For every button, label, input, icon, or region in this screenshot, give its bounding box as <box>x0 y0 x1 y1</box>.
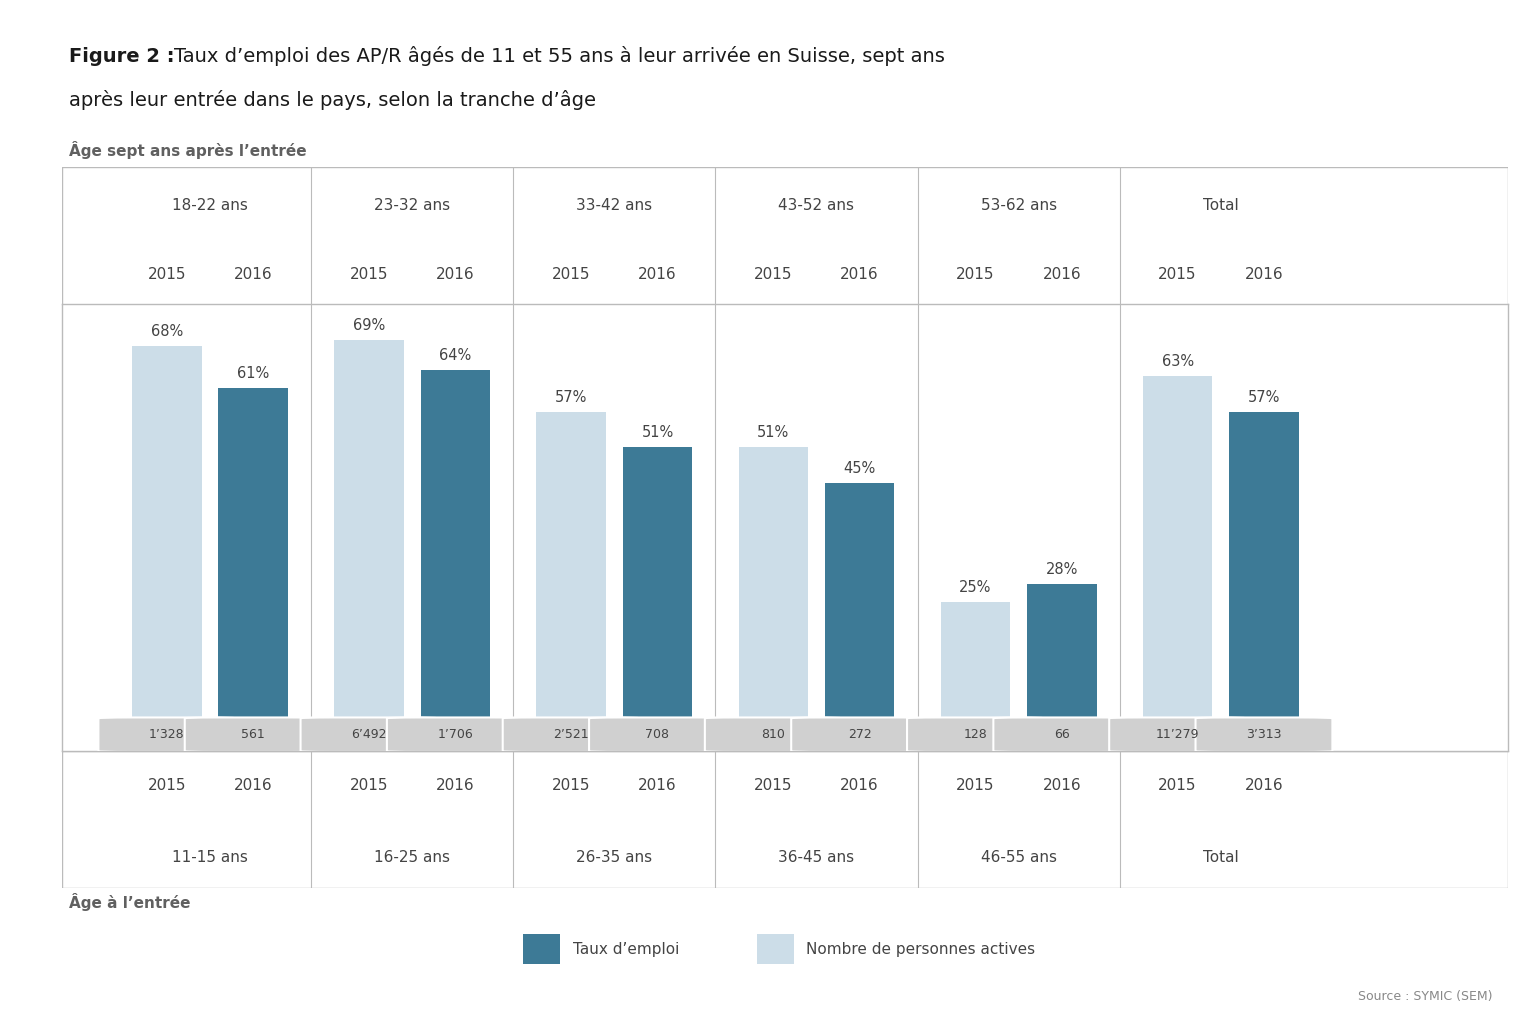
Bar <box>523 934 560 964</box>
Bar <box>1027 585 1097 751</box>
Text: 43-52 ans: 43-52 ans <box>779 198 854 213</box>
Text: 28%: 28% <box>1045 562 1077 578</box>
Text: 25%: 25% <box>959 581 991 595</box>
Text: 6’492: 6’492 <box>351 728 386 741</box>
Text: 2015: 2015 <box>553 777 591 793</box>
Text: 2015: 2015 <box>754 777 793 793</box>
Text: 57%: 57% <box>1248 390 1280 405</box>
Text: 3’313: 3’313 <box>1247 728 1282 741</box>
Text: 11’279: 11’279 <box>1156 728 1199 741</box>
Text: Source : SYMIC (SEM): Source : SYMIC (SEM) <box>1359 990 1493 1003</box>
FancyBboxPatch shape <box>386 718 523 752</box>
Bar <box>757 934 794 964</box>
FancyBboxPatch shape <box>705 718 842 752</box>
Text: 2016: 2016 <box>1042 777 1080 793</box>
Text: Figure 2 :: Figure 2 : <box>69 47 182 66</box>
Text: 2’521: 2’521 <box>554 728 589 741</box>
Text: 2016: 2016 <box>1245 777 1284 793</box>
FancyBboxPatch shape <box>791 718 928 752</box>
Bar <box>334 340 403 751</box>
Text: 61%: 61% <box>237 365 269 381</box>
Bar <box>420 370 489 751</box>
Text: après leur entrée dans le pays, selon la tranche d’âge: après leur entrée dans le pays, selon la… <box>69 89 596 110</box>
FancyBboxPatch shape <box>993 718 1130 752</box>
Text: 2015: 2015 <box>1159 267 1197 282</box>
Bar <box>1230 412 1299 751</box>
Text: 53-62 ans: 53-62 ans <box>980 198 1057 213</box>
Text: 57%: 57% <box>556 390 588 405</box>
Text: 11-15 ans: 11-15 ans <box>172 851 248 866</box>
Text: 2016: 2016 <box>234 267 272 282</box>
Text: 45%: 45% <box>843 461 876 476</box>
Text: 2015: 2015 <box>956 267 994 282</box>
Text: 18-22 ans: 18-22 ans <box>172 198 248 213</box>
Bar <box>132 346 202 751</box>
Text: 2016: 2016 <box>436 267 474 282</box>
Text: 2015: 2015 <box>1159 777 1197 793</box>
Text: 128: 128 <box>963 728 988 741</box>
Text: 26-35 ans: 26-35 ans <box>576 851 653 866</box>
Text: 272: 272 <box>848 728 871 741</box>
Text: 561: 561 <box>242 728 265 741</box>
Text: Âge à l’entrée: Âge à l’entrée <box>69 893 191 911</box>
Text: 2015: 2015 <box>349 777 388 793</box>
Text: 2015: 2015 <box>754 267 793 282</box>
Text: 2015: 2015 <box>349 267 388 282</box>
Text: 2016: 2016 <box>436 777 474 793</box>
FancyBboxPatch shape <box>589 718 726 752</box>
Bar <box>1143 376 1213 751</box>
FancyBboxPatch shape <box>503 718 640 752</box>
Text: 2016: 2016 <box>234 777 272 793</box>
Text: 46-55 ans: 46-55 ans <box>980 851 1057 866</box>
Text: 51%: 51% <box>757 425 790 441</box>
Text: 2015: 2015 <box>148 777 186 793</box>
Text: 708: 708 <box>645 728 669 741</box>
Text: 2016: 2016 <box>840 267 879 282</box>
Text: 2015: 2015 <box>553 267 591 282</box>
Text: 2016: 2016 <box>1245 267 1284 282</box>
Bar <box>739 448 808 751</box>
Text: 810: 810 <box>762 728 785 741</box>
FancyBboxPatch shape <box>300 718 437 752</box>
Text: 2015: 2015 <box>148 267 186 282</box>
FancyBboxPatch shape <box>185 718 322 752</box>
Text: 1’706: 1’706 <box>437 728 472 741</box>
Bar <box>537 412 606 751</box>
FancyBboxPatch shape <box>906 718 1043 752</box>
Text: 68%: 68% <box>151 324 183 339</box>
Bar <box>825 483 894 751</box>
Text: 36-45 ans: 36-45 ans <box>779 851 854 866</box>
Text: 2016: 2016 <box>639 267 677 282</box>
Text: 2016: 2016 <box>639 777 677 793</box>
Text: 51%: 51% <box>642 425 674 441</box>
Text: 33-42 ans: 33-42 ans <box>576 198 653 213</box>
Bar <box>623 448 693 751</box>
Text: 69%: 69% <box>352 318 385 333</box>
FancyBboxPatch shape <box>1110 718 1247 752</box>
FancyBboxPatch shape <box>98 718 235 752</box>
FancyBboxPatch shape <box>1196 718 1333 752</box>
Bar <box>219 388 288 751</box>
Text: 16-25 ans: 16-25 ans <box>374 851 451 866</box>
Text: 2016: 2016 <box>1042 267 1080 282</box>
Text: 23-32 ans: 23-32 ans <box>374 198 451 213</box>
Text: 66: 66 <box>1054 728 1070 741</box>
Bar <box>940 602 1010 751</box>
Text: 1’328: 1’328 <box>149 728 185 741</box>
Text: Total: Total <box>1203 851 1239 866</box>
Text: 64%: 64% <box>439 348 471 362</box>
Text: 2016: 2016 <box>840 777 879 793</box>
Text: Taux d’emploi des AP/R âgés de 11 et 55 ans à leur arrivée en Suisse, sept ans: Taux d’emploi des AP/R âgés de 11 et 55 … <box>174 46 945 66</box>
Text: Taux d’emploi: Taux d’emploi <box>573 942 679 956</box>
Text: Total: Total <box>1203 198 1239 213</box>
Text: 2015: 2015 <box>956 777 994 793</box>
Text: Âge sept ans après l’entrée: Âge sept ans après l’entrée <box>69 141 306 159</box>
Text: 63%: 63% <box>1162 354 1194 368</box>
Text: Nombre de personnes actives: Nombre de personnes actives <box>806 942 1036 956</box>
